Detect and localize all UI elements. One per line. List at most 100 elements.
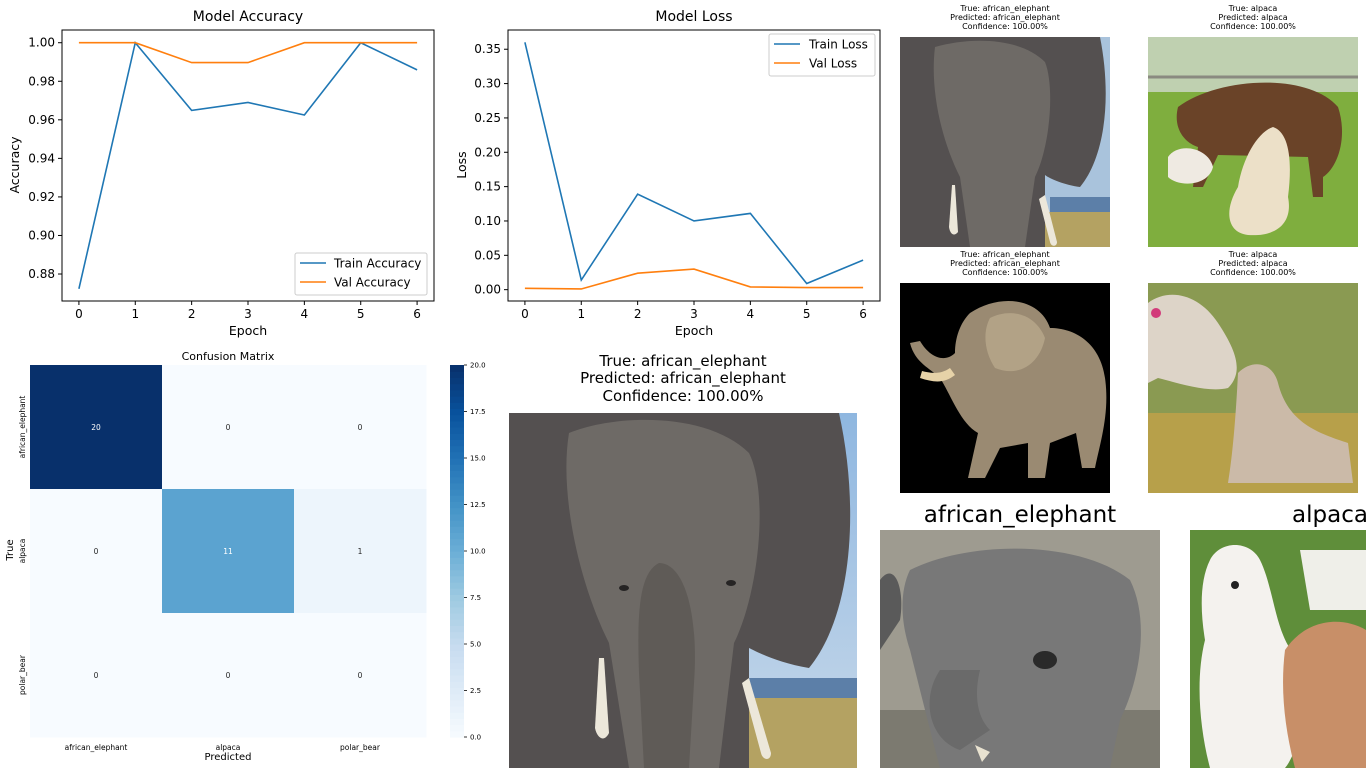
y-tick-label: 0.10 (474, 214, 501, 228)
y-category-label: african_elephant (18, 396, 27, 459)
x-axis-label: Predicted (205, 752, 252, 763)
predicted-label: Predicted: african_elephant (950, 13, 1060, 23)
confidence-label: Confidence: 100.00% (602, 386, 764, 405)
main-prediction-caption: True: african_elephant Predicted: africa… (500, 352, 866, 405)
sample-label: african_elephant (923, 502, 1117, 528)
series-line-val (78, 41, 418, 64)
cell-value-label: 11 (223, 547, 233, 556)
heatmap-cell (294, 613, 427, 738)
legend-box (294, 252, 428, 296)
thumbnail-alpaca-photo (1148, 37, 1358, 247)
chart-title: Confusion Matrix (182, 350, 275, 363)
colorbar-tick-label: 2.5 (470, 687, 481, 695)
confusion-matrix: Confusion Matrix 20 0 00 11 10 0 0african_elep… (5, 350, 486, 763)
colorbar-segment (450, 699, 464, 707)
accuracy-chart: Model Accuracy 0 1 2 3 4 5 6 0.88 0.90 0.92 0.94 0.… (7, 9, 435, 338)
predicted-label: Predicted: african_elephant (950, 259, 1060, 269)
cell-value-label: 0 (358, 423, 363, 432)
colorbar-segment (450, 495, 464, 502)
x-tick-label: 6 (859, 307, 867, 321)
colorbar-tick-label: 17.5 (470, 408, 486, 416)
colorbar-segment (450, 619, 464, 626)
x-tick-label: 0 (75, 307, 83, 321)
colorbar-segment (450, 427, 464, 434)
colorbar-segment (450, 377, 464, 385)
colorbar-segment (450, 650, 464, 657)
colorbar-segment (450, 730, 464, 738)
colorbar-segment (450, 693, 464, 701)
y-tick-label: 0.20 (474, 145, 501, 159)
thumbnail-elephant-cutout-photo (900, 283, 1110, 493)
x-tick-label: 5 (357, 307, 365, 321)
x-axis-label: Epoch (675, 323, 713, 338)
colorbar-segment (450, 569, 464, 577)
colorbar-segment (450, 600, 464, 608)
y-category-label: polar_bear (18, 654, 27, 695)
colorbar-segment (450, 588, 464, 595)
heatmap-cell (30, 489, 163, 614)
cell-value-label: 0 (226, 671, 231, 680)
y-tick-label: 0.92 (28, 190, 55, 204)
x-category-label: polar_bear (340, 743, 381, 752)
predicted-label: Predicted: alpaca (1218, 13, 1288, 23)
colorbar-segment (450, 606, 464, 614)
colorbar-segment (450, 563, 464, 571)
colorbar-tick-label: 10.0 (470, 548, 486, 556)
legend: Train Accuracy Val Accuracy (294, 252, 428, 296)
colorbar-segment (450, 408, 464, 416)
heatmap-cell (30, 365, 163, 490)
colorbar-segment (450, 476, 464, 484)
thumbnail-alpaca-pair-photo (1148, 283, 1358, 493)
colorbar-segment (450, 637, 464, 645)
y-tick-label: 0.30 (474, 77, 501, 91)
colorbar-segment (450, 365, 464, 372)
confidence-label: Confidence: 100.00% (962, 22, 1048, 32)
true-label: True: african_elephant (960, 250, 1050, 259)
colorbar-segment (450, 489, 464, 496)
x-tick-label: 2 (188, 307, 196, 321)
colorbar-segment (450, 532, 464, 540)
colorbar-segment (450, 718, 464, 726)
y-axis-label: True (5, 539, 16, 561)
heatmap-cell (162, 489, 295, 614)
x-tick-label: 5 (803, 307, 811, 321)
x-tick-label: 3 (690, 307, 698, 321)
colorbar-segment (450, 458, 464, 465)
colorbar-segment (450, 557, 464, 564)
cell-value-label: 0 (94, 671, 99, 680)
y-tick-label: 1.00 (28, 36, 55, 50)
y-category-label: alpaca (18, 539, 27, 564)
cell-value-label: 0 (358, 671, 363, 680)
colorbar-segment (450, 582, 464, 589)
series-line-train (524, 42, 864, 285)
x-tick-label: 2 (634, 307, 642, 321)
colorbar-segment (450, 687, 464, 695)
colorbar-segment (450, 668, 464, 676)
confidence-label: Confidence: 100.00% (1210, 22, 1296, 32)
colorbar-segment (450, 371, 464, 378)
sample-alpaca-photo (1190, 530, 1366, 768)
sample-baby-elephant-photo (880, 530, 1160, 768)
x-axis-label: Epoch (229, 323, 267, 338)
y-tick-label: 0.00 (474, 283, 501, 297)
heatmap-cell (162, 613, 295, 738)
heatmap-cell (162, 365, 295, 490)
colorbar-segment (450, 706, 464, 713)
y-tick-label: 0.98 (28, 74, 55, 88)
x-category-label: alpaca (216, 743, 241, 752)
colorbar-segment (450, 433, 464, 440)
confidence-label: Confidence: 100.00% (962, 268, 1048, 278)
chart-title: Model Accuracy (193, 9, 303, 25)
true-label: True: alpaca (1228, 4, 1278, 13)
y-tick-label: 0.05 (474, 248, 501, 262)
colorbar-segment (450, 383, 464, 391)
colorbar-segment (450, 613, 464, 620)
predicted-label: Predicted: alpaca (1218, 259, 1288, 269)
heatmap-cell (294, 489, 427, 614)
colorbar-segment (450, 675, 464, 682)
colorbar-segment (450, 544, 464, 552)
series-line-val (524, 268, 864, 290)
colorbar-segment (450, 451, 464, 459)
colorbar-segment (450, 482, 464, 490)
x-tick-label: 1 (131, 307, 139, 321)
